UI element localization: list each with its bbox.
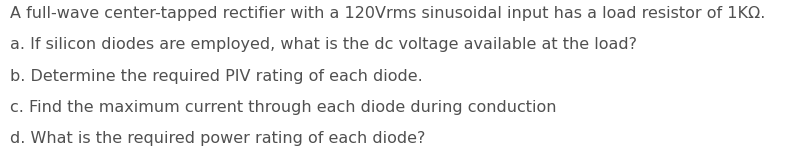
Text: b. Determine the required PIV rating of each diode.: b. Determine the required PIV rating of …	[10, 69, 422, 84]
Text: c. Find the maximum current through each diode during conduction: c. Find the maximum current through each…	[10, 100, 556, 115]
Text: A full-wave center-tapped rectifier with a 120Vrms sinusoidal input has a load r: A full-wave center-tapped rectifier with…	[10, 6, 765, 21]
Text: d. What is the required power rating of each diode?: d. What is the required power rating of …	[10, 131, 425, 146]
Text: a. If silicon diodes are employed, what is the dc voltage available at the load?: a. If silicon diodes are employed, what …	[10, 37, 637, 52]
